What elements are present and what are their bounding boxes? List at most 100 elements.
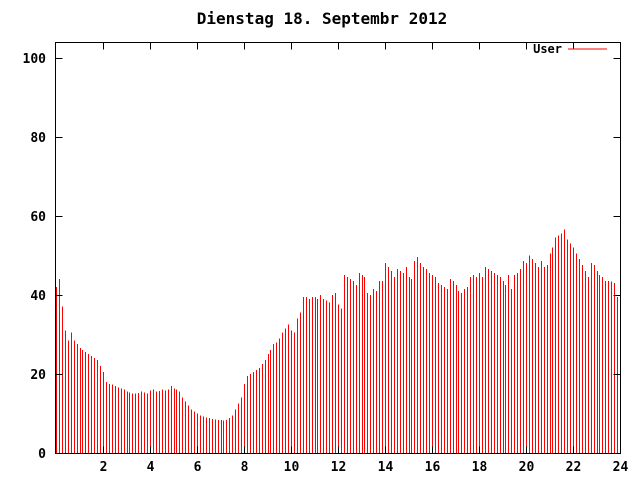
bar bbox=[303, 296, 304, 453]
bar bbox=[156, 391, 157, 453]
bar bbox=[312, 296, 313, 453]
bar bbox=[229, 418, 230, 453]
bar bbox=[494, 273, 495, 453]
bar bbox=[247, 375, 248, 453]
bar bbox=[573, 247, 574, 453]
bar bbox=[268, 354, 269, 453]
bar bbox=[552, 247, 553, 453]
bar bbox=[397, 269, 398, 453]
bar bbox=[608, 280, 609, 453]
x-tick-label: 2 bbox=[100, 460, 108, 475]
bar bbox=[432, 275, 433, 453]
bar bbox=[97, 360, 98, 453]
bar bbox=[82, 350, 83, 453]
bar bbox=[124, 389, 125, 453]
bar bbox=[71, 332, 72, 453]
bar bbox=[88, 354, 89, 453]
bar bbox=[203, 416, 204, 453]
bar bbox=[511, 288, 512, 453]
bar bbox=[550, 253, 551, 453]
bar bbox=[379, 280, 380, 453]
bar bbox=[555, 237, 556, 453]
bar bbox=[276, 342, 277, 453]
bar bbox=[426, 269, 427, 453]
x-tick-label: 16 bbox=[425, 460, 441, 475]
bar bbox=[529, 255, 530, 453]
bar bbox=[182, 397, 183, 453]
bar bbox=[356, 284, 357, 453]
bar bbox=[561, 233, 562, 453]
bar bbox=[262, 364, 263, 453]
bar bbox=[56, 286, 57, 453]
bar bbox=[118, 387, 119, 453]
bar bbox=[367, 292, 368, 453]
bar bbox=[523, 261, 524, 453]
bar bbox=[403, 273, 404, 453]
bar bbox=[441, 284, 442, 453]
bar bbox=[611, 281, 612, 453]
bar bbox=[541, 261, 542, 453]
bar bbox=[526, 263, 527, 453]
bar bbox=[127, 391, 128, 453]
bar bbox=[144, 392, 145, 453]
legend: User bbox=[533, 42, 607, 56]
bar bbox=[582, 265, 583, 453]
bar bbox=[59, 278, 60, 453]
bar bbox=[370, 294, 371, 453]
y-tick-label: 20 bbox=[30, 368, 46, 383]
x-tick-label: 18 bbox=[472, 460, 488, 475]
bar bbox=[323, 298, 324, 453]
x-tick-label: 14 bbox=[378, 460, 394, 475]
bar bbox=[179, 391, 180, 453]
bar bbox=[532, 259, 533, 453]
bar bbox=[564, 229, 565, 453]
bar bbox=[614, 282, 615, 453]
x-tick-label: 6 bbox=[194, 460, 202, 475]
bar bbox=[605, 280, 606, 453]
bar bbox=[594, 265, 595, 453]
bar bbox=[473, 275, 474, 453]
bar bbox=[159, 390, 160, 453]
bar bbox=[329, 302, 330, 453]
bar bbox=[591, 263, 592, 453]
bar bbox=[359, 273, 360, 453]
bar bbox=[576, 253, 577, 453]
bar bbox=[147, 393, 148, 453]
bar bbox=[503, 280, 504, 453]
bar bbox=[373, 288, 374, 453]
bar bbox=[388, 267, 389, 453]
bar bbox=[335, 292, 336, 453]
bar bbox=[153, 389, 154, 453]
bar bbox=[112, 384, 113, 453]
x-tick-label: 24 bbox=[613, 460, 629, 475]
bar bbox=[221, 420, 222, 453]
bar bbox=[505, 284, 506, 453]
bar bbox=[115, 385, 116, 453]
bar bbox=[332, 294, 333, 453]
bar bbox=[315, 296, 316, 453]
bar bbox=[244, 383, 245, 453]
bar bbox=[599, 275, 600, 453]
bar bbox=[209, 418, 210, 453]
bar bbox=[309, 298, 310, 453]
bar bbox=[456, 284, 457, 453]
bar bbox=[588, 277, 589, 453]
bar bbox=[253, 371, 254, 453]
bar bbox=[138, 392, 139, 453]
bar bbox=[194, 411, 195, 453]
bar bbox=[411, 278, 412, 453]
bar bbox=[241, 397, 242, 453]
bar bbox=[62, 306, 63, 453]
bar bbox=[80, 348, 81, 453]
chart-title: Dienstag 18. Septembr 2012 bbox=[197, 9, 447, 28]
bar bbox=[364, 277, 365, 453]
bar bbox=[326, 300, 327, 453]
bar bbox=[476, 277, 477, 453]
bar bbox=[65, 330, 66, 453]
bar bbox=[215, 419, 216, 453]
bar bbox=[420, 263, 421, 453]
bar bbox=[538, 267, 539, 453]
bar bbox=[435, 277, 436, 453]
bar bbox=[394, 277, 395, 453]
